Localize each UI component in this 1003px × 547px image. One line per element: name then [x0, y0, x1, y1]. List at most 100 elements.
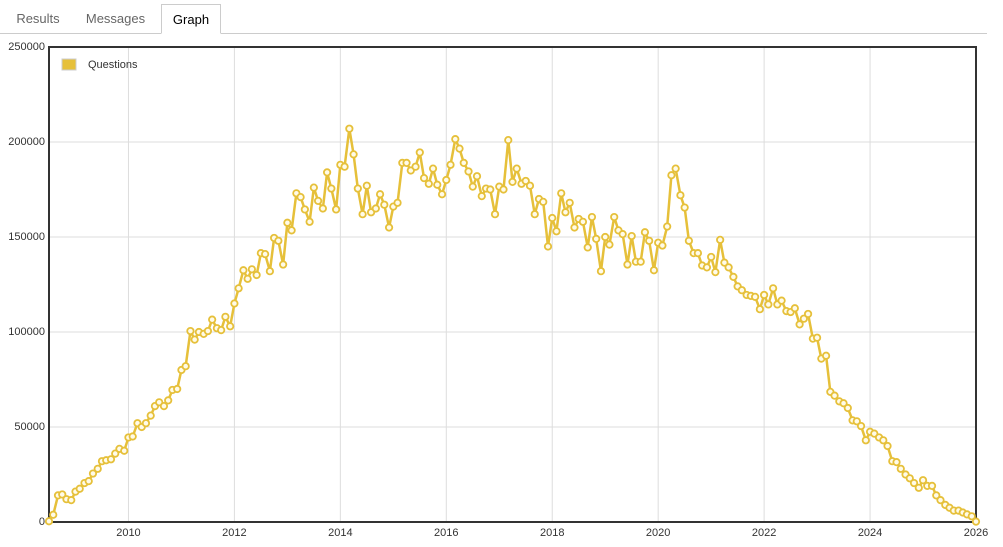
data-point	[252, 270, 261, 280]
data-point	[684, 236, 693, 245]
data-point	[521, 176, 530, 186]
data-point	[627, 231, 636, 241]
data-point	[261, 250, 270, 259]
y-tick-label: 0	[39, 516, 45, 528]
data-point	[769, 284, 778, 293]
data-point	[790, 304, 799, 313]
data-point	[764, 300, 773, 309]
data-point	[243, 274, 252, 283]
data-point	[327, 184, 336, 193]
data-point	[724, 263, 733, 272]
data-point	[181, 362, 190, 371]
data-line	[47, 127, 977, 523]
tab[interactable]: Messages	[85, 11, 146, 26]
data-point	[332, 205, 341, 214]
data-point	[300, 205, 309, 214]
data-point	[927, 481, 937, 490]
data-point	[305, 217, 314, 226]
data-point	[128, 432, 137, 441]
data-point	[371, 204, 380, 213]
data-point	[618, 230, 627, 239]
data-point	[375, 190, 385, 199]
data-point	[799, 314, 808, 323]
data-point	[141, 419, 151, 428]
data-point	[362, 181, 371, 190]
data-point	[186, 326, 195, 336]
data-point	[530, 210, 539, 219]
data-point	[173, 384, 182, 394]
data-point	[601, 232, 610, 242]
data-point	[812, 333, 822, 342]
data-point	[737, 286, 746, 295]
data-point	[909, 478, 919, 488]
data-point	[702, 263, 712, 272]
data-point	[680, 203, 689, 212]
data-point	[760, 290, 769, 300]
data-point	[861, 436, 870, 445]
data-point	[914, 483, 923, 492]
x-tick-label: 2020	[646, 527, 670, 539]
data-point	[287, 226, 296, 235]
data-point	[428, 164, 438, 173]
data-point	[716, 235, 725, 244]
x-tick-label: 2022	[752, 527, 776, 539]
data-point	[106, 455, 116, 464]
data-point	[283, 218, 292, 227]
data-point	[821, 351, 831, 360]
data-point	[504, 136, 513, 145]
data-point	[640, 228, 650, 237]
data-point	[322, 168, 332, 177]
data-point	[402, 158, 411, 167]
y-tick-label: 100000	[8, 326, 45, 338]
data-point	[230, 299, 239, 308]
data-point	[44, 517, 54, 526]
data-point	[234, 284, 243, 293]
data-point	[217, 325, 226, 335]
data-point	[508, 177, 517, 186]
tab[interactable]: Results	[16, 11, 60, 26]
data-point	[164, 396, 173, 405]
data-point	[84, 477, 93, 486]
x-tick-label: 2016	[434, 527, 458, 539]
data-point	[751, 292, 760, 301]
plot-frame	[48, 46, 977, 523]
tab[interactable]: Graph	[161, 4, 221, 34]
data-point	[490, 210, 500, 219]
x-tick-label: 2026	[964, 527, 988, 539]
data-point	[883, 441, 892, 451]
data-point	[649, 266, 659, 275]
data-point	[226, 322, 235, 331]
data-point	[879, 436, 888, 445]
data-point	[437, 190, 447, 199]
data-point	[803, 309, 813, 319]
data-point	[896, 464, 905, 473]
data-point	[512, 164, 521, 173]
data-point	[623, 260, 632, 269]
data-point	[190, 335, 199, 344]
data-point	[88, 469, 98, 478]
x-tick-label: 2012	[222, 527, 246, 539]
data-point	[839, 399, 848, 408]
data-point	[411, 162, 420, 171]
data-point	[239, 266, 248, 275]
data-point	[918, 476, 928, 485]
x-tick-label: 2010	[116, 527, 140, 539]
data-point	[393, 198, 402, 207]
data-point	[729, 272, 738, 281]
data-point	[856, 421, 866, 431]
y-tick-label: 200000	[8, 136, 45, 148]
data-point	[146, 411, 155, 420]
data-point	[120, 446, 129, 455]
data-point	[296, 193, 305, 202]
data-point	[932, 491, 941, 500]
data-point	[693, 249, 703, 258]
data-point	[455, 144, 464, 153]
data-point	[830, 391, 839, 400]
data-point	[543, 242, 553, 251]
data-point	[313, 196, 323, 205]
legend-label: Questions	[88, 59, 138, 71]
data-point	[852, 417, 861, 426]
data-point	[610, 212, 619, 222]
data-point	[446, 160, 455, 169]
